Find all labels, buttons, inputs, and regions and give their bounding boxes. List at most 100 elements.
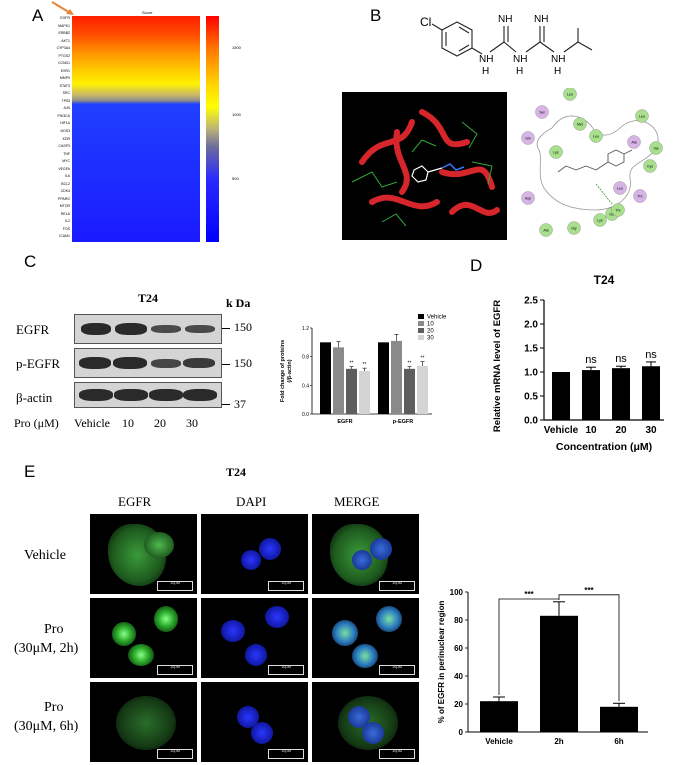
gene-label: PTGS2 [58,53,70,58]
image-vehicle-merge: 10μM [312,514,419,594]
tick-label: 20 [454,700,463,709]
marker-egfr: 150 [234,320,252,334]
gene-label: HIF1A [60,121,70,126]
tick-label: 2.5 [524,296,538,307]
h-label-3: H [554,66,561,77]
gene-label: MAPK1 [58,23,70,28]
image-vehicle-dapi: 10μM [201,514,308,594]
residue-node [535,105,549,119]
tick-label: 0.5 [524,392,538,403]
tick-label: 1.0 [524,368,538,379]
significance-label: ** [363,362,367,368]
row-label-actin: β-actin [16,390,53,405]
bar [600,706,638,732]
marker-tick-3 [222,404,230,405]
row-label-vehicle: Vehicle [24,548,66,563]
residue-node [649,141,663,155]
image-2h-dapi: 10μM [201,598,308,678]
scale-bar: 10μM [157,664,193,675]
marker-actin: 37 [234,397,246,411]
gene-label: PIK3CA [57,113,70,118]
lane-30: 30 [186,416,198,430]
gene-label: TNF [63,151,70,156]
tick-label: 1.5 [524,344,538,355]
tick-label: 0.4 [302,383,309,389]
panel-label-d: D [470,256,483,275]
blot-actin [74,382,222,408]
image-6h-dapi: 10μM [201,682,308,762]
category-label: p-EGFR [393,419,413,425]
gene-label: VEGFA [58,166,70,171]
tick-label: 0.0 [524,416,538,427]
legend-label: Vehicle [427,315,447,321]
gene-label: BCL2 [61,181,70,186]
tick-label: 40 [454,672,463,681]
bar [359,371,370,414]
treatment-label: Pro (μM) [14,416,59,430]
panel-label-c: C [24,252,37,271]
significance-label: ** [408,361,412,367]
gene-label: CCND1 [57,61,70,66]
interaction-diagram: LeuSerLeuGlnMetLeuLysAlaValLeuThrAspGluT… [521,88,663,237]
residue-label: Val [654,147,659,151]
row-label-egfr: EGFR [16,322,50,337]
category-label: 6h [614,737,623,746]
scale-bar: 10μM [157,580,193,591]
image-2h-egfr: 10μM [90,598,197,678]
panel-label-a: A [32,6,44,25]
heatmap-colorbar [206,16,219,242]
category-label: EGFR [337,419,352,425]
nh-label-1: NH [479,54,493,65]
category-label: 20 [615,425,627,436]
bar [346,368,357,414]
residue-label: Asp [525,197,531,201]
legend-label: 30 [427,336,434,342]
image-vehicle-egfr: 10μM [90,514,197,594]
colorbar-tick-500: 500 [232,176,239,181]
residue-node [563,88,577,101]
gene-label: NOS3 [60,129,70,133]
residue-label: Met [577,123,583,127]
docking-image [342,92,507,240]
comparison-label: *** [524,590,534,599]
residue-label: Ser [539,111,545,115]
bar [480,701,518,732]
residue-label: Lys [553,151,559,155]
image-2h-merge: 10μM [312,598,419,678]
gene-label: MMP9 [59,76,70,81]
gene-label: IL2 [65,219,70,224]
legend-label: 20 [427,329,434,335]
tick-label: 0.8 [302,355,309,361]
image-6h-merge: 10μM [312,682,419,762]
residue-node [613,181,627,195]
residue-node [521,131,535,145]
gene-label: CASP3 [58,144,70,149]
gene-label: JUN [63,106,70,111]
legend-swatch [418,328,424,333]
scale-bar: 10μM [157,748,193,759]
marker-pegfr: 150 [234,356,252,370]
residue-node [635,109,649,123]
micro-title: T24 [226,465,247,479]
residue-label: Leu [617,187,623,191]
residue-label: Cys [647,165,653,169]
row-label-pro-2h: Pro [44,622,64,637]
residue-node [573,117,587,131]
gene-label: MYC [62,159,70,164]
nh-label-4: NH [534,14,548,25]
residue-label: Thr [615,209,621,213]
lane-vehicle: Vehicle [74,416,110,430]
bar [612,368,630,420]
tick-label: 1.2 [302,326,309,332]
residue-label: Glu [609,213,615,217]
tick-label: 60 [454,644,463,653]
bar [333,347,344,414]
panel-label-e: E [24,462,36,481]
category-label: 10 [585,425,597,436]
gene-label: ERBB2 [58,31,70,36]
residue-label: Gly [571,227,577,231]
gene-label: STAT3 [59,83,70,88]
mrna-chart: T24 0.0 0.5 1.0 1.5 2.0 2.5 Relative mRNA level… [492,273,664,453]
nh-label-2: NH [498,14,512,25]
lane-20: 20 [154,416,166,430]
